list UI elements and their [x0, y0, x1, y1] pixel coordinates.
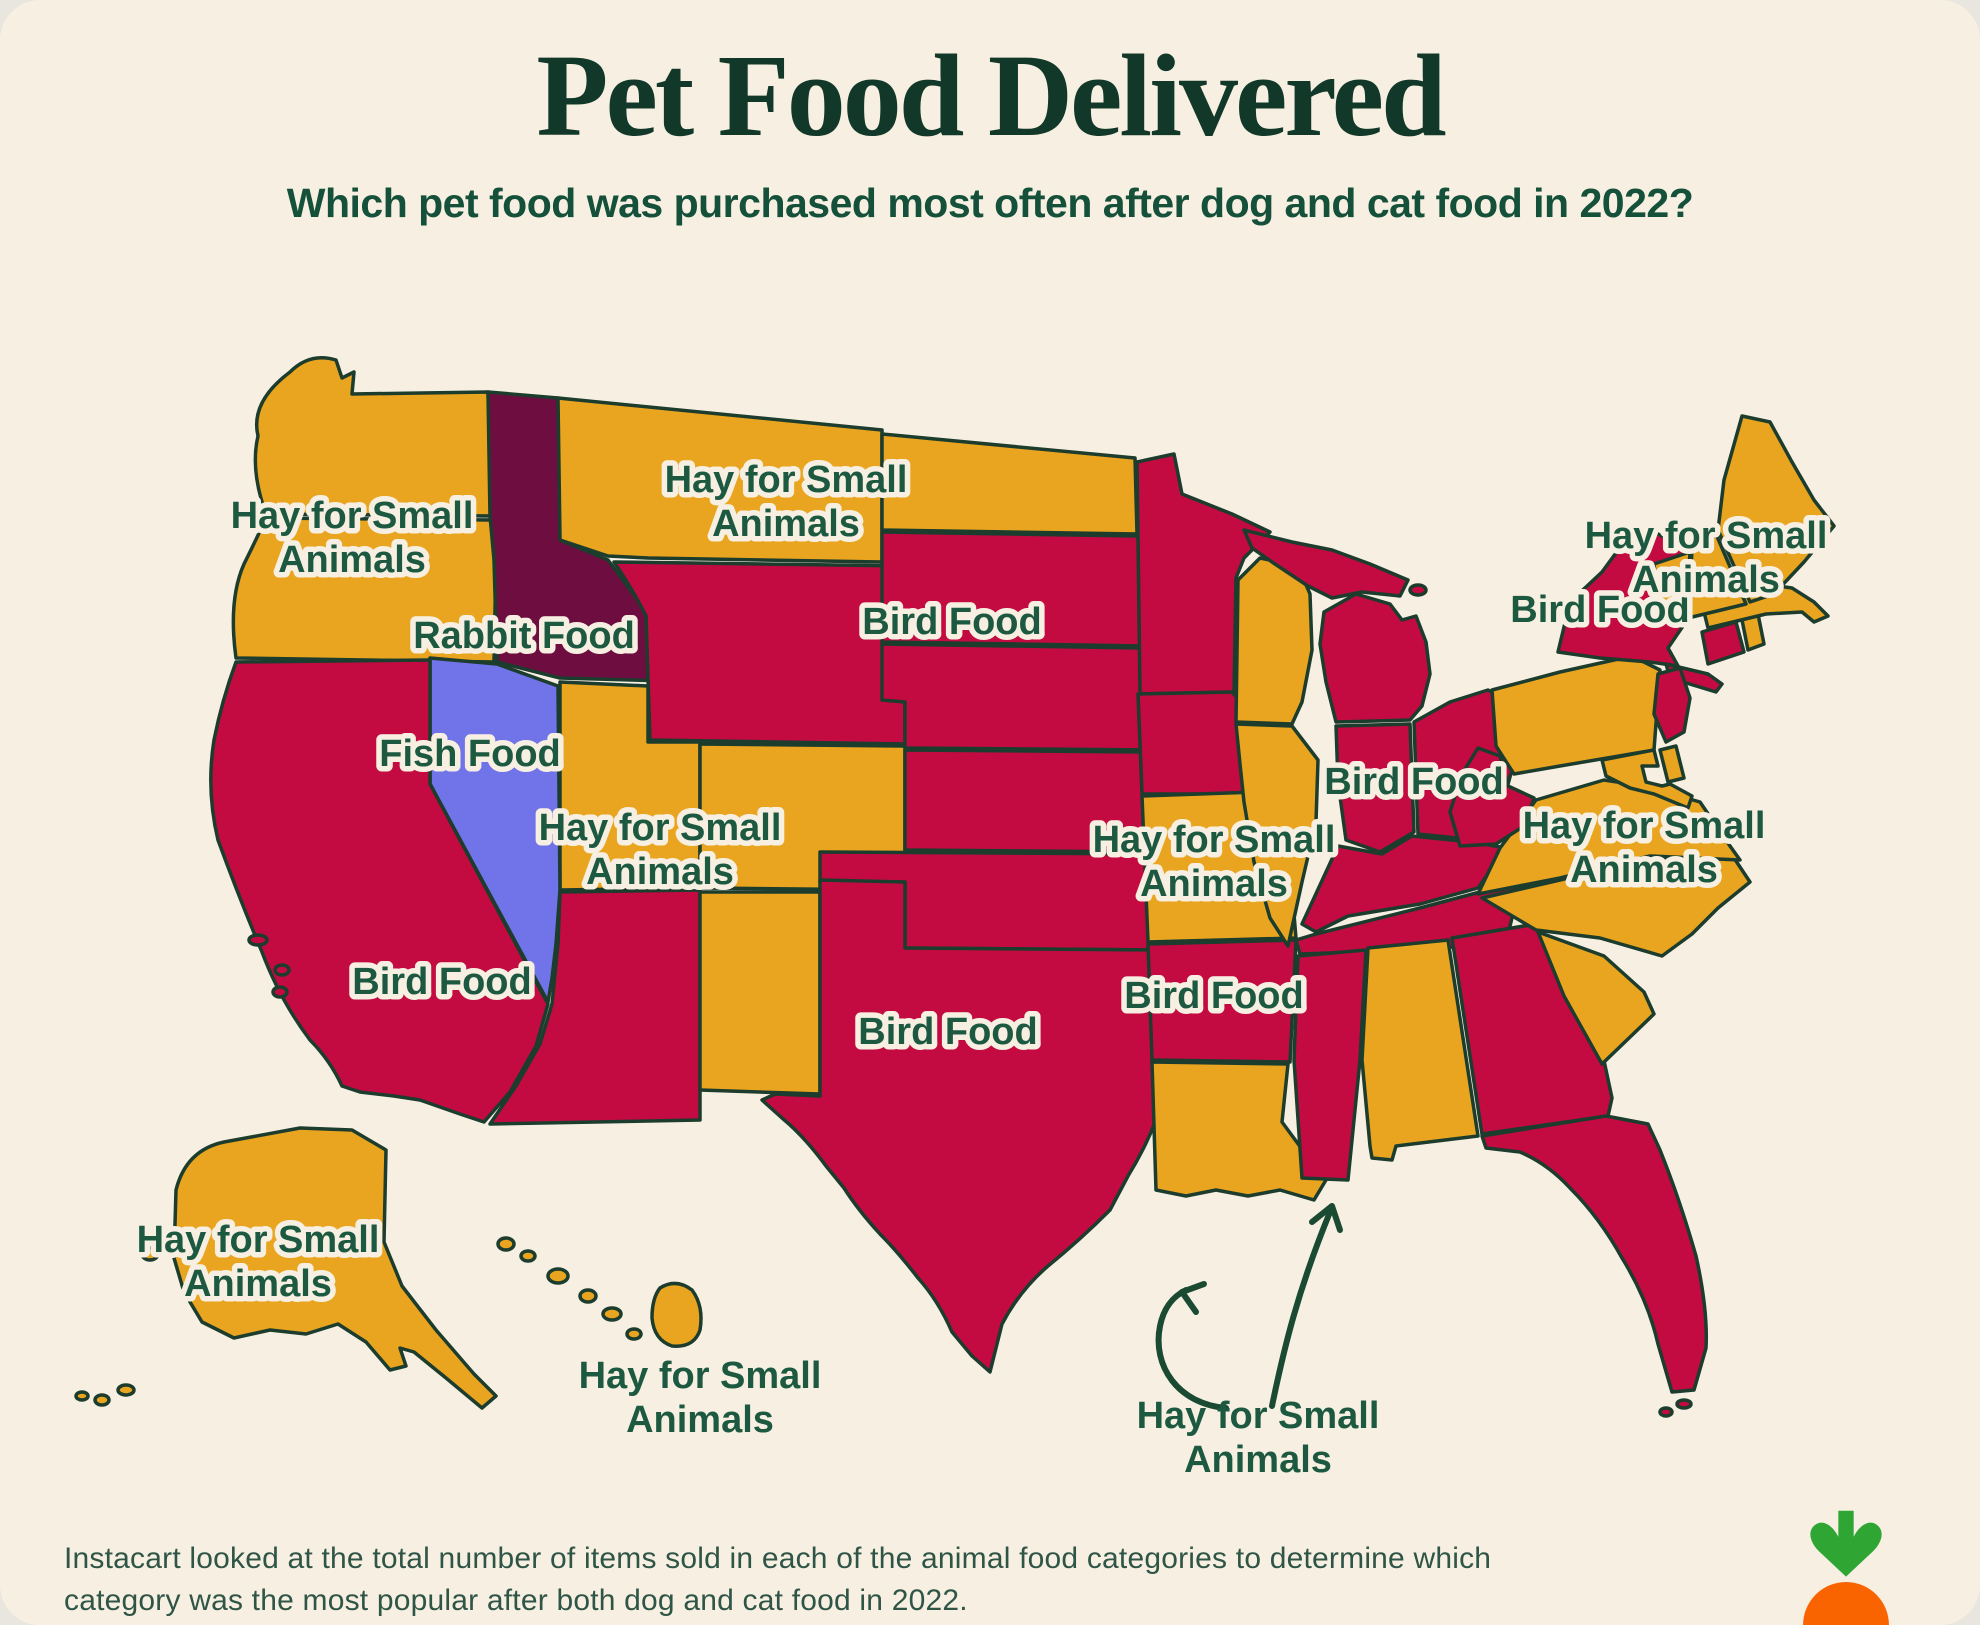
- state-wa: [253, 356, 494, 518]
- map-label-va-md: Hay for Small Animals: [1523, 805, 1766, 891]
- callout-arrow-alabama: [1264, 1198, 1348, 1414]
- state-sc: [1536, 930, 1656, 1066]
- state-il: [1234, 722, 1320, 948]
- state-mn: [1135, 452, 1272, 696]
- footnote-line-2: category was the most popular after both…: [64, 1584, 968, 1617]
- state-tx: [760, 878, 1174, 1374]
- state-md: [1600, 748, 1694, 810]
- channel-island: [247, 933, 269, 947]
- state-nh: [1686, 532, 1748, 620]
- page-subtitle: Which pet food was purchased most often …: [286, 179, 1694, 226]
- map-label-la-al: Hay for Small Animals: [1137, 1395, 1380, 1481]
- map-label-mt: Hay for Small Animals: [665, 459, 908, 545]
- ak-island: [116, 1383, 136, 1397]
- state-ms: [1292, 948, 1368, 1182]
- map-label-ny: Bird Food: [1510, 589, 1689, 631]
- carrot-body-icon: [1803, 1582, 1889, 1625]
- footnote-line-1: Instacart looked at the total number of …: [64, 1542, 1492, 1575]
- header: Pet Food Delivered Which pet food was pu…: [0, 0, 1980, 227]
- map-label-me-nh: Hay for Small Animals: [1585, 515, 1828, 601]
- state-nc: [1480, 856, 1752, 958]
- state-ak: [172, 1126, 498, 1410]
- state-nj: [1652, 666, 1692, 744]
- map-label-in-oh: Bird Food: [1324, 761, 1503, 803]
- state-de: [1658, 744, 1686, 784]
- map-label-ut-co: Hay for Small Animals: [539, 807, 782, 893]
- carrot-leaf-icon: [1810, 1510, 1882, 1577]
- state-wy: [612, 560, 907, 746]
- ak-island: [74, 1390, 90, 1402]
- state-mt: [556, 396, 884, 564]
- state-nd: [880, 432, 1139, 536]
- state-la: [1150, 1060, 1328, 1202]
- map-label-mo: Hay for Small Animals: [1093, 819, 1336, 905]
- callout-arrow-louisiana: [1150, 1276, 1234, 1416]
- state-nm: [698, 890, 822, 1096]
- hi-island: [625, 1327, 643, 1341]
- hi-island: [546, 1267, 570, 1285]
- hi-island: [578, 1288, 598, 1304]
- ak-island: [93, 1393, 111, 1407]
- state-vt: [1652, 550, 1692, 626]
- map-label-tx: Bird Food: [858, 1011, 1037, 1053]
- map-label-hi: Hay for Small Animals: [579, 1355, 822, 1441]
- florida-key: [1675, 1398, 1693, 1410]
- map-label-ar: Bird Food: [1124, 975, 1303, 1017]
- state-wv: [1448, 746, 1536, 848]
- hi-island: [496, 1236, 516, 1252]
- state-ar: [1146, 938, 1298, 1064]
- state-fl: [1480, 1114, 1709, 1394]
- hi-island: [601, 1306, 623, 1322]
- state-mi-island: [1408, 583, 1428, 597]
- map-label-or: Hay for Small Animals: [231, 495, 474, 581]
- ak-island: [140, 1246, 160, 1262]
- instacart-carrot-logo: [1803, 1510, 1889, 1625]
- state-me: [1716, 414, 1836, 604]
- footnote: Instacart looked at the total number of …: [64, 1538, 1491, 1622]
- map-labels-layer: Hay for Small Animals Hay for Small Animals…: [131, 454, 1833, 1482]
- map-label-ca: Bird Food: [352, 961, 531, 1003]
- channel-island: [273, 963, 291, 977]
- channel-island: [271, 985, 289, 999]
- hi-island: [519, 1249, 537, 1263]
- state-al: [1360, 938, 1480, 1162]
- florida-key: [1658, 1406, 1674, 1418]
- state-mi-upper: [1242, 528, 1410, 600]
- map-label-ak: Hay for Small Animals: [137, 1219, 380, 1305]
- state-mi-mitten: [1318, 592, 1432, 724]
- map-label-nv: Fish Food: [379, 733, 561, 775]
- map-label-id: Rabbit Food: [413, 615, 635, 657]
- state-ne: [880, 642, 1154, 752]
- hi-big-island: [650, 1281, 703, 1348]
- state-or: [231, 516, 498, 664]
- map-label-sd-ne: Bird Food: [862, 601, 1041, 643]
- page-title: Pet Food Delivered: [536, 30, 1446, 161]
